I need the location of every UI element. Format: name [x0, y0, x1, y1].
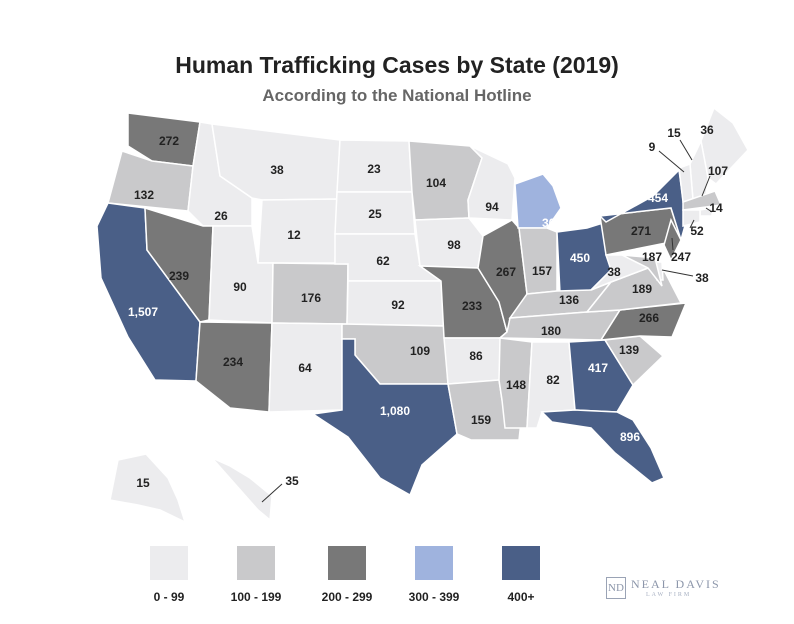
label-ok: 109 — [410, 344, 430, 358]
label-ct: 52 — [690, 224, 704, 238]
map-subtitle: According to the National Hotline — [262, 86, 532, 105]
label-il: 267 — [496, 265, 516, 279]
label-de: 38 — [695, 271, 709, 285]
label-wv: 38 — [607, 265, 621, 279]
state-az — [195, 321, 273, 413]
label-ky: 136 — [559, 293, 579, 307]
label-co: 176 — [301, 291, 321, 305]
label-nc: 266 — [639, 311, 659, 325]
label-mn: 104 — [426, 176, 446, 190]
label-ca: 1,507 — [128, 305, 158, 319]
state-ga — [568, 339, 634, 413]
legend-label-300-399: 300 - 399 — [408, 590, 460, 604]
label-id: 26 — [214, 209, 228, 223]
state-nc — [599, 302, 688, 341]
label-ut: 90 — [233, 280, 247, 294]
label-ar: 86 — [469, 349, 483, 363]
leader-line-nh — [679, 139, 693, 161]
map-title: Human Trafficking Cases by State (2019) — [175, 52, 619, 78]
label-in: 157 — [532, 264, 552, 278]
label-nj: 247 — [671, 250, 691, 264]
legend-label-100-199: 100 - 199 — [230, 590, 282, 604]
leader-line-ma — [701, 175, 711, 197]
state-md — [621, 254, 663, 287]
leader-line-nj — [671, 237, 674, 251]
label-tx: 1,080 — [380, 404, 410, 418]
label-mt: 38 — [270, 163, 284, 177]
label-ny: 454 — [648, 191, 668, 205]
legend-swatch-200-299 — [328, 546, 366, 580]
neal-davis-logo: ND NEAL DAVIS LAW FIRM — [606, 577, 726, 601]
label-nv: 239 — [169, 269, 189, 283]
label-hi: 35 — [285, 474, 299, 488]
logo-name: NEAL DAVIS — [631, 577, 721, 591]
label-ms: 148 — [506, 378, 526, 392]
state-ct — [682, 209, 701, 227]
leader-line-hi — [261, 483, 283, 503]
label-pa: 271 — [631, 224, 651, 238]
state-fl — [540, 409, 665, 484]
legend-label-0-99: 0 - 99 — [153, 590, 185, 604]
leader-line-ri — [705, 207, 713, 213]
legend-label-400-plus: 400+ — [507, 590, 535, 604]
label-or: 132 — [134, 188, 154, 202]
label-mi: 364 — [542, 216, 562, 230]
label-ga: 417 — [588, 361, 608, 375]
label-nd: 23 — [367, 162, 381, 176]
logo-subtitle: LAW FIRM — [646, 592, 692, 598]
state-ma — [682, 190, 723, 211]
legend-swatch-0-99 — [150, 546, 188, 580]
label-ak: 15 — [136, 476, 150, 490]
state-wi — [467, 145, 516, 221]
label-ma: 107 — [708, 164, 728, 178]
label-sc: 139 — [619, 343, 639, 357]
legend: 0 - 99 100 - 199 200 - 299 300 - 399 400… — [150, 546, 550, 606]
legend-swatch-100-199 — [237, 546, 275, 580]
legend-swatch-300-399 — [415, 546, 453, 580]
label-al: 82 — [546, 373, 560, 387]
state-ak — [109, 453, 187, 524]
label-nh: 15 — [667, 126, 681, 140]
legend-swatch-400-plus — [502, 546, 540, 580]
label-ks: 92 — [391, 298, 405, 312]
label-me: 36 — [700, 123, 714, 137]
leader-line-vt — [658, 150, 685, 173]
label-oh: 450 — [570, 251, 590, 265]
label-va: 189 — [632, 282, 652, 296]
state-tx — [310, 338, 458, 497]
label-tn: 180 — [541, 324, 561, 338]
leader-line-de — [661, 269, 694, 277]
label-fl: 896 — [620, 430, 640, 444]
label-ri: 14 — [709, 201, 723, 215]
label-ia: 98 — [447, 238, 461, 252]
state-labels: 272 132 1,507 26 239 38 12 90 234 176 64 23 25 62 92 10… — [128, 123, 728, 490]
state-in — [518, 227, 558, 295]
label-ne: 62 — [376, 254, 390, 268]
label-sd: 25 — [368, 207, 382, 221]
label-md: 187 — [642, 250, 662, 264]
label-vt: 9 — [649, 140, 656, 154]
legend-label-200-299: 200 - 299 — [321, 590, 373, 604]
label-wi: 94 — [485, 200, 499, 214]
logo-mark: ND — [606, 577, 626, 599]
label-az: 234 — [223, 355, 243, 369]
leader-line-ct — [689, 219, 695, 229]
label-wy: 12 — [287, 228, 301, 242]
label-la: 159 — [471, 413, 491, 427]
label-mo: 233 — [462, 299, 482, 313]
state-hi — [211, 457, 273, 522]
leader-lines — [261, 139, 713, 503]
state-mi — [514, 173, 562, 229]
state-ny — [598, 168, 687, 243]
label-nm: 64 — [298, 361, 312, 375]
label-wa: 272 — [159, 134, 179, 148]
state-shapes — [96, 106, 749, 524]
